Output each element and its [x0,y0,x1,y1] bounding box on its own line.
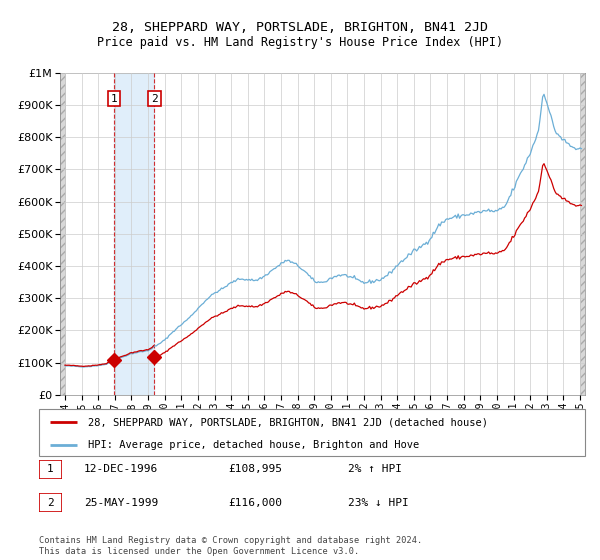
Text: 1: 1 [111,94,118,104]
Text: 28, SHEPPARD WAY, PORTSLADE, BRIGHTON, BN41 2JD: 28, SHEPPARD WAY, PORTSLADE, BRIGHTON, B… [112,21,488,34]
Bar [580,73,585,395]
Text: £116,000: £116,000 [228,498,282,508]
Text: 12-DEC-1996: 12-DEC-1996 [84,464,158,474]
Bar [60,73,65,395]
Text: Contains HM Land Registry data © Crown copyright and database right 2024.
This d: Contains HM Land Registry data © Crown c… [39,536,422,556]
Text: 1: 1 [47,464,54,474]
Text: 28, SHEPPARD WAY, PORTSLADE, BRIGHTON, BN41 2JD (detached house): 28, SHEPPARD WAY, PORTSLADE, BRIGHTON, B… [88,417,488,427]
Text: 23% ↓ HPI: 23% ↓ HPI [348,498,409,508]
Bar [114,73,154,395]
Text: 2% ↑ HPI: 2% ↑ HPI [348,464,402,474]
Text: HPI: Average price, detached house, Brighton and Hove: HPI: Average price, detached house, Brig… [88,440,419,450]
Text: 25-MAY-1999: 25-MAY-1999 [84,498,158,508]
Text: 2: 2 [47,498,54,508]
Text: Price paid vs. HM Land Registry's House Price Index (HPI): Price paid vs. HM Land Registry's House … [97,36,503,49]
Text: £108,995: £108,995 [228,464,282,474]
Text: 2: 2 [151,94,158,104]
